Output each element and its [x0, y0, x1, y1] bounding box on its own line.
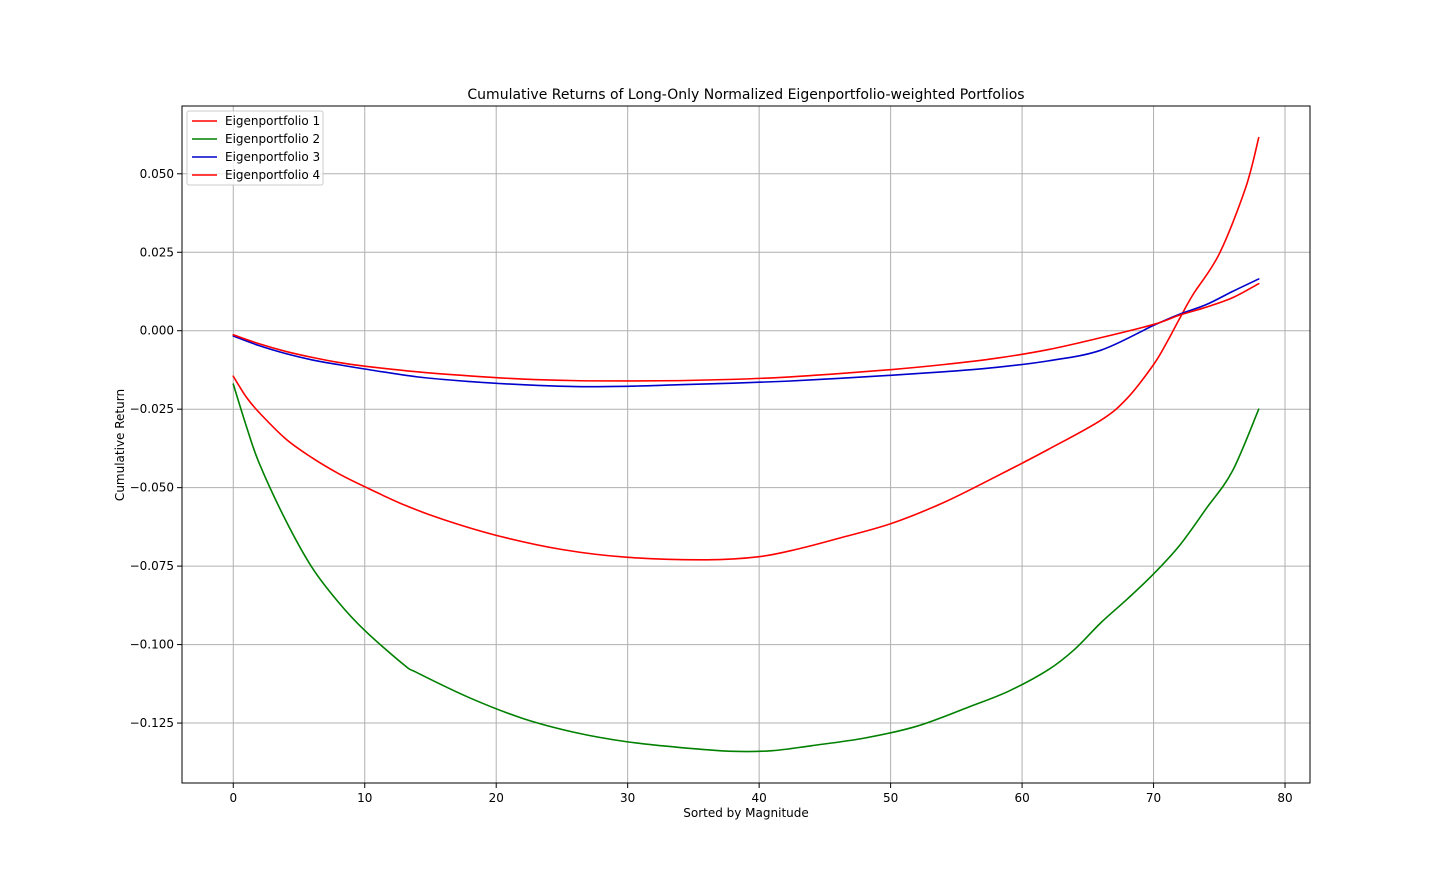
legend-label-1: Eigenportfolio 1: [225, 114, 320, 128]
y-tick-label: −0.050: [130, 481, 174, 495]
legend-label-2: Eigenportfolio 2: [225, 132, 320, 146]
y-tick-label: 0.025: [140, 245, 174, 259]
x-tick-label: 10: [357, 791, 372, 805]
plot-frame: [181, 105, 1311, 784]
x-tick-label: 0: [229, 791, 237, 805]
x-tick-label: 80: [1277, 791, 1292, 805]
x-tick-label: 60: [1014, 791, 1029, 805]
series-line-1: [232, 136, 1260, 561]
y-tick-label: −0.075: [130, 559, 174, 573]
y-tick-label: −0.100: [130, 638, 174, 652]
series-line-3: [232, 278, 1260, 388]
legend-label-3: Eigenportfolio 3: [225, 150, 320, 164]
y-tick-label: −0.125: [130, 716, 174, 730]
y-tick-label: 0.000: [140, 324, 174, 338]
x-axis-ticks: 0 10 20 30 40 50 60 70 80: [229, 783, 1293, 805]
x-tick-label: 50: [883, 791, 898, 805]
chart-title: Cumulative Returns of Long-Only Normaliz…: [467, 87, 1024, 103]
y-axis-ticks: −0.125 −0.100 −0.075 −0.050 −0.025 0.000 0.025…: [130, 167, 182, 730]
legend: Eigenportfolio 1 Eigenportfolio 2 Eigenpor…: [186, 110, 324, 186]
x-axis-label: Sorted by Magnitude: [683, 806, 809, 820]
x-tick-label: 70: [1146, 791, 1161, 805]
series-lines: [232, 136, 1260, 753]
x-tick-label: 30: [620, 791, 635, 805]
y-tick-label: −0.025: [130, 402, 174, 416]
y-axis-label: Cumulative Return: [113, 389, 127, 501]
x-tick-label: 40: [752, 791, 767, 805]
x-tick-label: 20: [489, 791, 504, 805]
y-tick-label: 0.050: [140, 167, 174, 181]
series-line-4: [232, 282, 1260, 382]
grid: [182, 106, 1310, 783]
series-line-2: [232, 383, 1260, 753]
legend-box: [186, 110, 324, 186]
legend-label-4: Eigenportfolio 4: [225, 168, 320, 182]
